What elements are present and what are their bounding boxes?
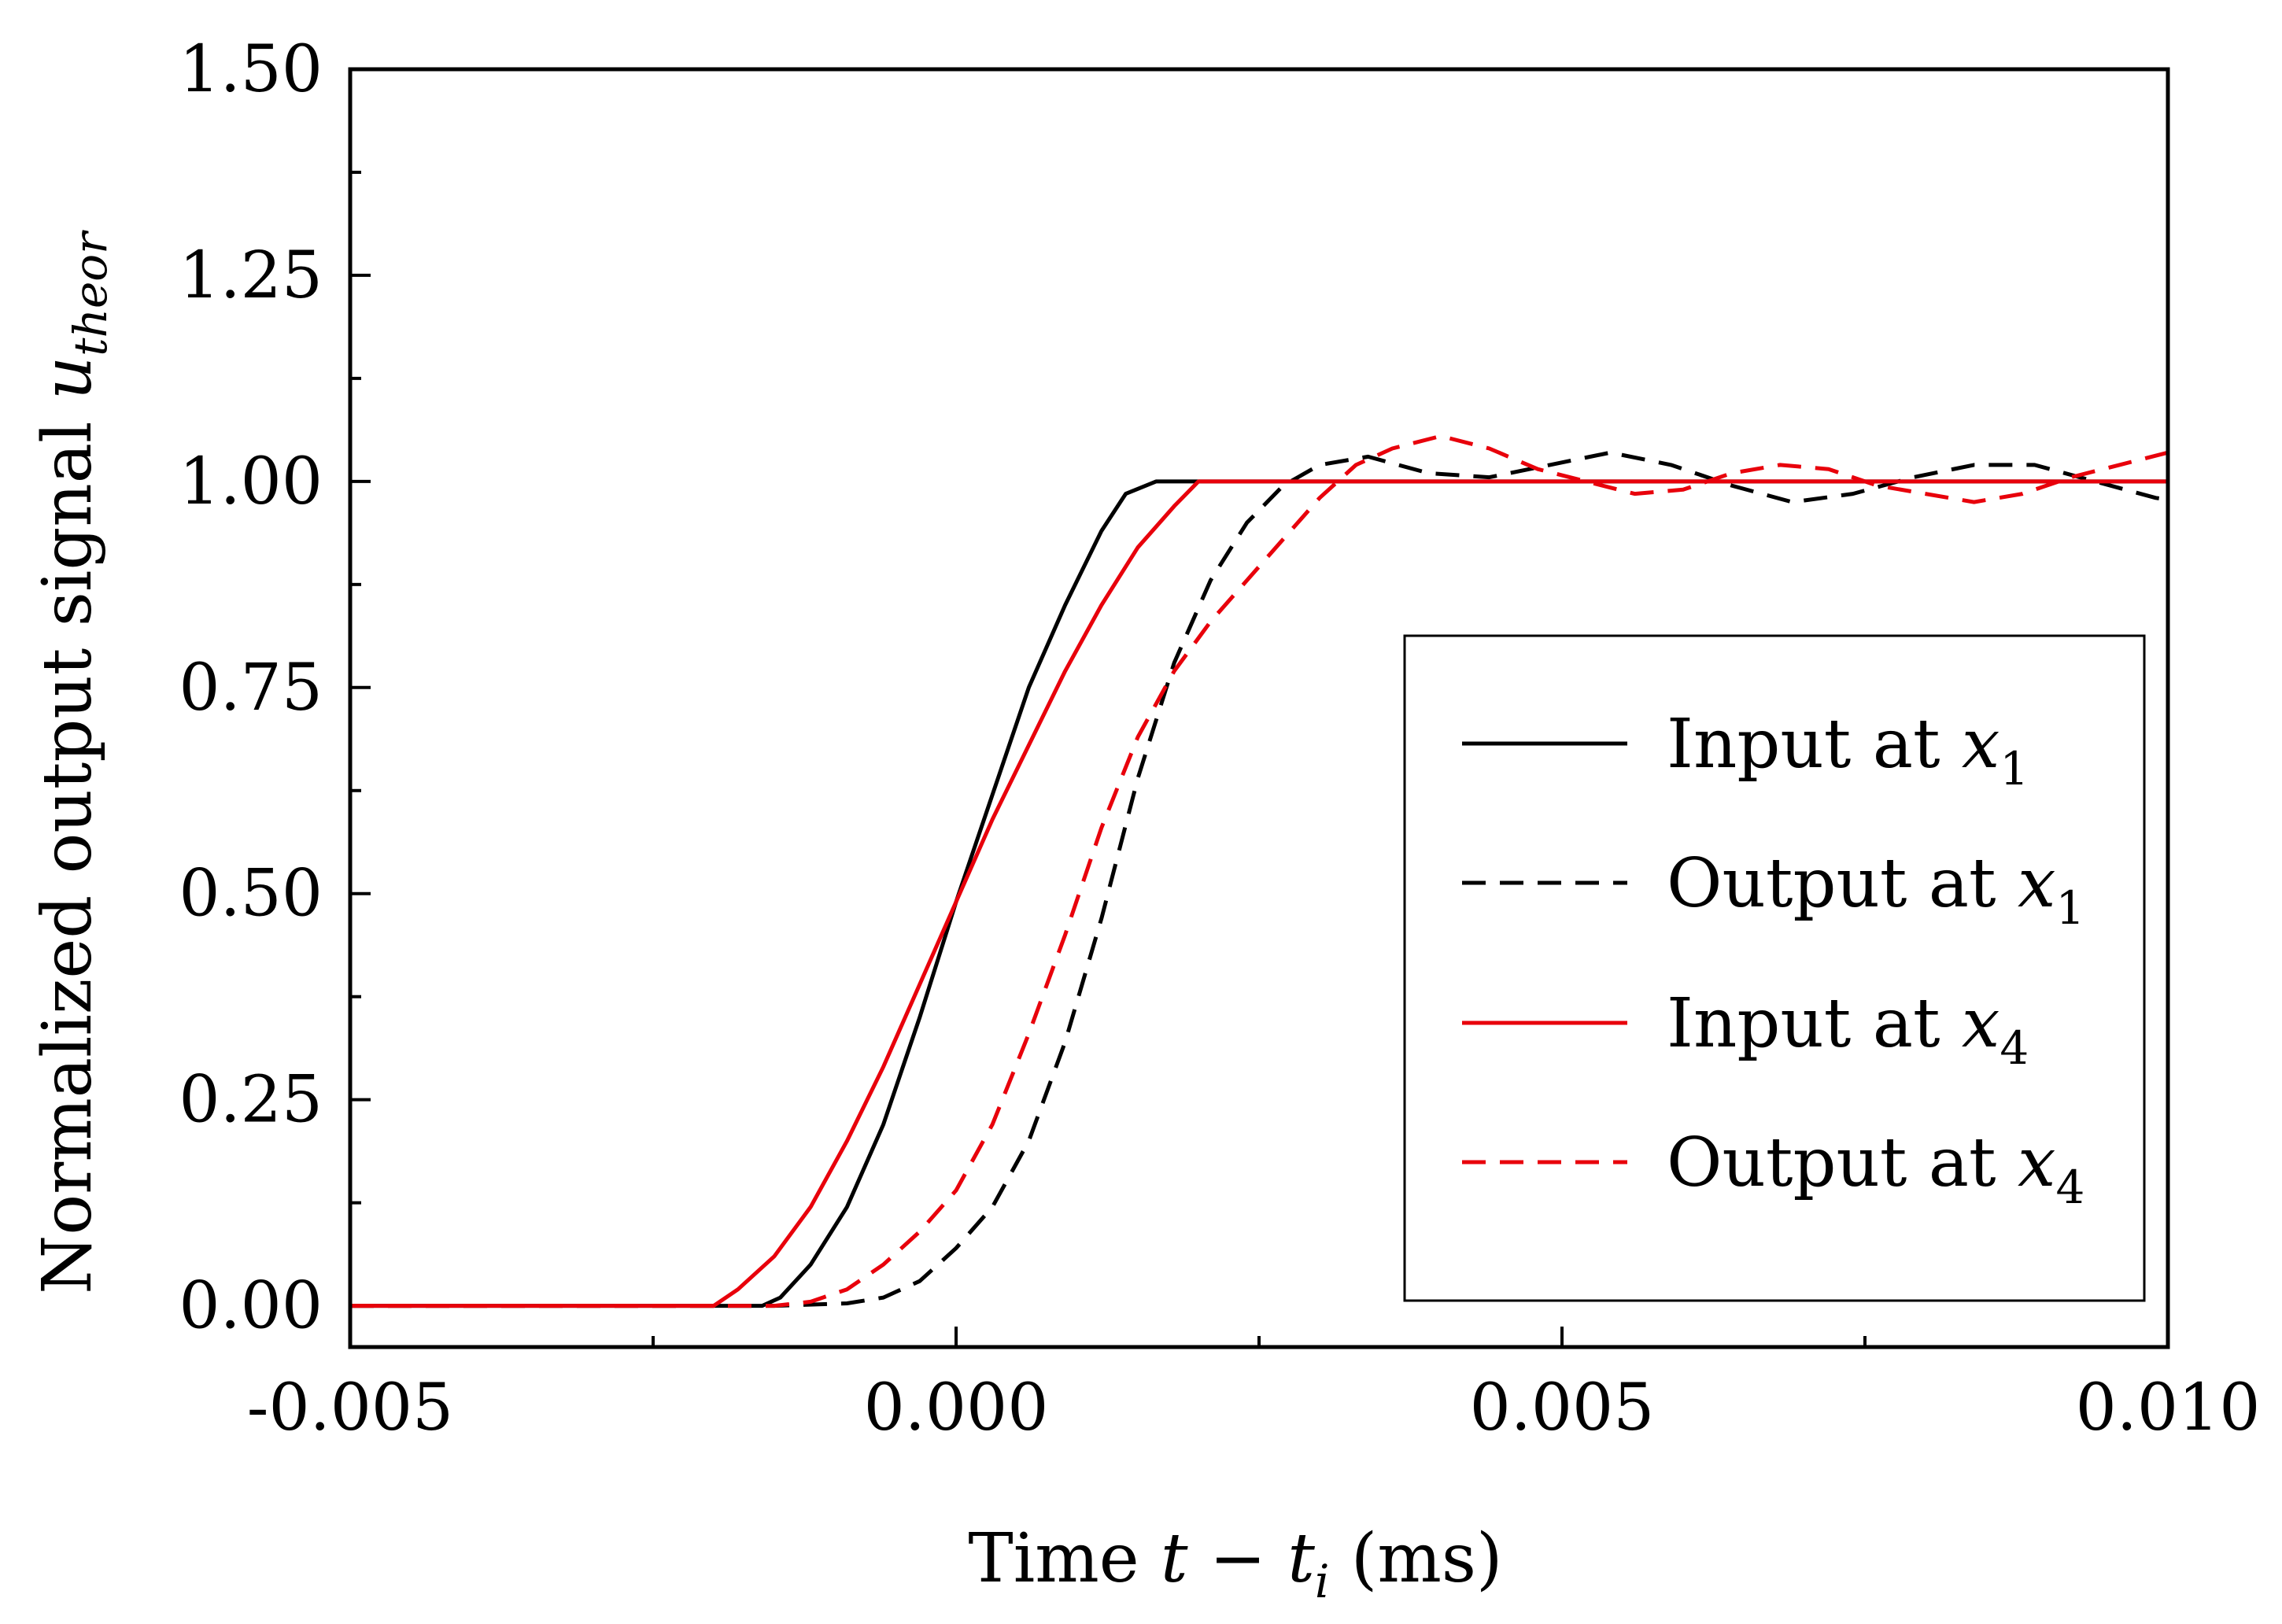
y-axis-title-prefix: Normalized output signal bbox=[28, 400, 107, 1294]
legend-items: Input at x1 Output at x1 Input at x4 Output… bbox=[1462, 705, 2084, 1214]
y-axis-title-sub: theor bbox=[64, 230, 117, 356]
y-axis: 0.00 0.25 0.50 0.75 1.00 1.25 1.50 bbox=[179, 32, 371, 1344]
series-line-2 bbox=[350, 450, 2169, 1308]
x-axis-title-suffix: (ms) bbox=[1329, 1519, 1502, 1598]
y-axis-title-var: u bbox=[28, 356, 107, 400]
x-axis-title-var: t bbox=[1161, 1519, 1188, 1598]
y-tick-label: 1.50 bbox=[179, 32, 323, 107]
x-axis-title-sub: i bbox=[1315, 1555, 1330, 1608]
legend-label-4: Output at x4 bbox=[1667, 1124, 2084, 1214]
y-tick-label: 0.00 bbox=[179, 1269, 323, 1344]
x-axis: -0.005 0.000 0.005 0.010 bbox=[247, 1327, 2261, 1445]
legend-label-1: Input at x1 bbox=[1667, 705, 2029, 795]
y-tick-label: 0.25 bbox=[179, 1063, 323, 1138]
x-tick-label: 0.000 bbox=[864, 1371, 1049, 1445]
x-axis-title: Time t − ti (ms) bbox=[968, 1519, 1502, 1608]
series-line-3 bbox=[350, 479, 2168, 1308]
series-line-4 bbox=[350, 434, 2169, 1308]
legend: Input at x1 Output at x1 Input at x4 Output… bbox=[1403, 634, 2146, 1302]
x-axis-title-prefix: Time bbox=[968, 1519, 1161, 1598]
y-axis-title: Normalized output signal utheor bbox=[28, 230, 117, 1294]
series-layer bbox=[350, 434, 2169, 1308]
y-tick-label: 1.00 bbox=[179, 445, 323, 519]
legend-label-3: Input at x4 bbox=[1667, 984, 2029, 1075]
legend-label-2: Output at x1 bbox=[1667, 844, 2084, 935]
plot-frame bbox=[348, 67, 2170, 1349]
x-tick-label: -0.005 bbox=[247, 1371, 453, 1445]
x-axis-title-var2: t bbox=[1287, 1519, 1315, 1598]
y-tick-label: 1.25 bbox=[179, 238, 323, 313]
y-tick-label: 0.50 bbox=[179, 857, 323, 932]
legend-box bbox=[1403, 634, 2146, 1302]
y-tick-label: 0.75 bbox=[179, 651, 323, 725]
x-tick-label: 0.010 bbox=[2076, 1371, 2261, 1445]
x-tick-label: 0.005 bbox=[1470, 1371, 1655, 1445]
x-axis-title-minus: − bbox=[1188, 1519, 1288, 1598]
